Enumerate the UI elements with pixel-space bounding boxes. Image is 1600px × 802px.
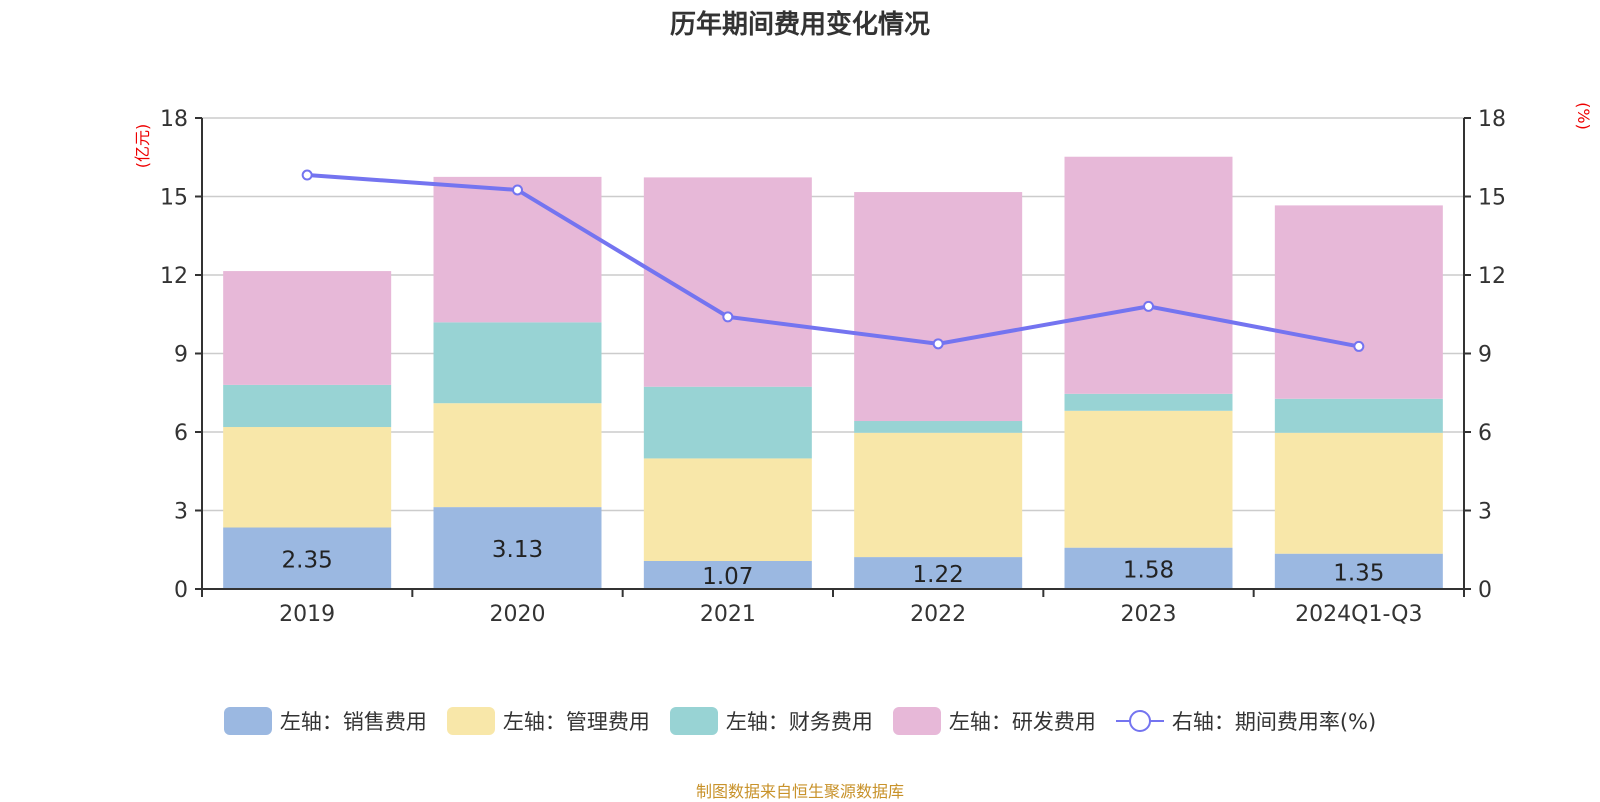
legend-item[interactable]: 左轴：研发费用 [892, 706, 1096, 736]
rate-point [1353, 340, 1365, 352]
legend-item[interactable]: 右轴：期间费用率(%) [1115, 706, 1377, 736]
x-tick-label: 2020 [490, 602, 546, 627]
bar-segment [1064, 156, 1233, 394]
rate-point [1143, 300, 1154, 312]
x-tick-label: 2021 [700, 602, 756, 627]
right-tick-label: 6 [1478, 421, 1492, 446]
left-tick-label: 15 [160, 186, 188, 211]
bar-data-label: 1.58 [1123, 557, 1174, 583]
legend-label: 左轴：研发费用 [948, 710, 1096, 734]
right-tick-label: 12 [1478, 264, 1506, 289]
left-axis-unit-label: (亿元) [133, 124, 152, 169]
x-tick-label: 2024Q1-Q3 [1295, 602, 1422, 627]
bar-segment [223, 427, 392, 528]
bar-segment [223, 271, 392, 385]
legend-item[interactable]: 左轴：管理费用 [446, 706, 650, 736]
legend-swatch [892, 707, 941, 735]
legend-swatch [669, 707, 718, 735]
x-tick-label: 2022 [910, 602, 966, 627]
bar-segment [643, 458, 812, 562]
left-tick-label: 12 [160, 264, 188, 289]
legend: 左轴：销售费用 左轴：管理费用 左轴：财务费用 左轴：研发费用 右轴：期间费用率(%) [0, 706, 1600, 736]
bar-segment [854, 192, 1023, 422]
left-tick-label: 18 [160, 107, 188, 132]
legend-label: 左轴：销售费用 [279, 710, 427, 734]
rate-line-path [307, 173, 1360, 349]
bar-segment [643, 561, 812, 589]
bar-segment [223, 384, 392, 428]
source-note: 制图数据来自恒生聚源数据库 [695, 782, 904, 801]
bar-data-label: 1.07 [702, 564, 753, 590]
bar-segment [433, 322, 602, 404]
bar-data-label: 2.35 [282, 547, 333, 573]
rate-line [301, 169, 1365, 352]
legend-swatch [446, 707, 495, 735]
bar-segment [1064, 410, 1233, 548]
right-tick-label: 3 [1478, 500, 1492, 525]
left-tick-label: 0 [174, 578, 188, 603]
right-tick-label: 9 [1478, 343, 1492, 368]
right-tick-label: 18 [1478, 107, 1506, 132]
bar-segment [854, 557, 1023, 589]
bar-segment [433, 176, 602, 323]
x-tick-label: 2023 [1121, 602, 1177, 627]
legend-label: 左轴：财务费用 [725, 710, 873, 734]
bar-segment [854, 421, 1023, 433]
bar-data-label: 1.35 [1333, 560, 1384, 586]
bar-data-label: 1.22 [913, 562, 964, 588]
bar-segment [1274, 205, 1443, 399]
bar-segment [643, 386, 812, 459]
bar-segment [1064, 393, 1233, 411]
left-tick-label: 6 [174, 421, 188, 446]
bar-segment [433, 507, 602, 589]
left-tick-label: 3 [174, 500, 188, 525]
gridlines [202, 117, 1464, 512]
axes: 0 3 6 9 12 15 18 0 3 6 9 12 15 18 2019 2020 2021 2022 2023… [133, 102, 1593, 627]
bar-segment [223, 527, 392, 589]
chart-title: 历年期间费用变化情况 [669, 10, 930, 40]
bar-segment [1274, 553, 1443, 589]
bars [223, 156, 1443, 589]
legend-label: 左轴：管理费用 [502, 710, 650, 734]
legend-label: 右轴：期间费用率(%) [1171, 710, 1377, 734]
rate-point [301, 169, 313, 181]
left-tick-label: 9 [174, 343, 188, 368]
right-axis-unit-label: (%) [1574, 102, 1593, 130]
rate-point [512, 184, 523, 196]
legend-item[interactable]: 左轴：财务费用 [669, 706, 873, 736]
legend-line-marker-icon [1115, 710, 1164, 732]
bar-segment [1064, 547, 1233, 589]
rate-point [722, 311, 734, 323]
right-tick-label: 15 [1478, 186, 1506, 211]
x-tick-label: 2019 [279, 602, 335, 627]
legend-item[interactable]: 左轴：销售费用 [223, 706, 427, 736]
legend-swatch [223, 707, 272, 735]
bar-segment [433, 403, 602, 508]
bar-segment [1274, 432, 1443, 554]
bar-segment [854, 432, 1023, 558]
bar-data-label: 3.13 [492, 537, 543, 563]
rate-point [932, 338, 944, 350]
right-tick-label: 0 [1478, 578, 1492, 603]
bar-segment [1274, 398, 1443, 433]
data-labels: 2.35 3.13 1.07 1.22 1.58 1.35 [282, 537, 1385, 590]
